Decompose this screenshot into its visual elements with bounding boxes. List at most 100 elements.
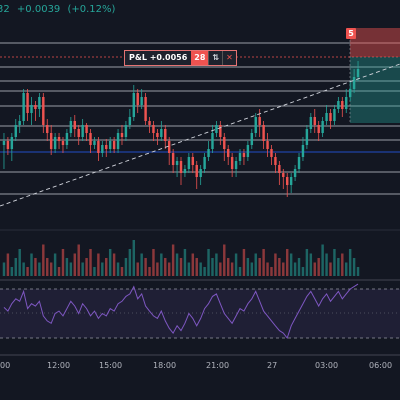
- volume-bar: [345, 262, 348, 276]
- volume-bar: [270, 267, 273, 276]
- candle-body: [219, 125, 222, 137]
- candle-body: [309, 117, 313, 129]
- candle-body: [242, 153, 246, 157]
- reverse-arrows-icon[interactable]: ⇅: [208, 51, 222, 65]
- candle-body: [183, 169, 187, 173]
- volume-bar: [136, 262, 139, 276]
- volume-bar: [286, 249, 289, 276]
- candle-body: [305, 129, 309, 145]
- volume-bar: [65, 258, 69, 276]
- time-label: 06:00: [369, 361, 393, 370]
- volume-bar: [22, 262, 25, 276]
- candle-body: [352, 77, 356, 89]
- volume-bar: [226, 258, 230, 276]
- volume-bar: [30, 253, 33, 276]
- volume-bar: [46, 258, 49, 276]
- candle-body: [297, 157, 301, 169]
- volume-bar: [69, 262, 73, 276]
- close-icon[interactable]: ✕: [222, 51, 236, 65]
- volume-bar: [301, 267, 305, 276]
- candle-body: [238, 153, 242, 161]
- candle-body: [18, 121, 21, 125]
- volume-bar: [246, 258, 250, 276]
- candle-body: [53, 137, 57, 149]
- volume-bar: [148, 267, 151, 276]
- volume-bar: [195, 258, 198, 276]
- volume-bar: [348, 249, 352, 276]
- volume-bar: [152, 249, 155, 276]
- candle-body: [293, 169, 297, 177]
- volume-bar: [337, 258, 340, 276]
- candle-body: [81, 125, 84, 137]
- volume-bar: [81, 262, 84, 276]
- position-label[interactable]: P&L +0.0056 28 ⇅ ✕: [124, 50, 237, 66]
- volume-bar: [191, 253, 195, 276]
- volume-bar: [120, 267, 124, 276]
- candle-body: [345, 97, 348, 109]
- volume-bar: [38, 262, 41, 276]
- candle-body: [160, 129, 163, 137]
- candle-body: [254, 117, 257, 133]
- volume-bar: [132, 240, 136, 276]
- candle-body: [262, 125, 265, 141]
- candle-body: [132, 93, 136, 117]
- order-count-badge[interactable]: 5: [346, 28, 356, 39]
- candle-body: [49, 133, 53, 149]
- candle-body: [337, 101, 340, 109]
- candle-body: [289, 177, 293, 185]
- trend-line[interactable]: [0, 63, 400, 207]
- volume-bar: [199, 262, 202, 276]
- candle-body: [77, 129, 80, 137]
- candle-body: [250, 133, 254, 145]
- last-price: 32: [0, 4, 10, 15]
- volume-bar: [278, 258, 281, 276]
- volume-bar: [266, 262, 269, 276]
- stop-loss-zone[interactable]: [350, 28, 400, 57]
- volume-bar: [211, 258, 214, 276]
- time-label: 15:00: [99, 361, 123, 370]
- candle-body: [14, 125, 17, 137]
- candle-body: [179, 161, 183, 173]
- volume-bar: [325, 253, 328, 276]
- candle-body: [348, 89, 352, 97]
- candle-body: [175, 161, 179, 165]
- pnl-value: P&L +0.0056: [129, 53, 188, 62]
- candle-body: [65, 133, 69, 145]
- candle-body: [34, 105, 37, 109]
- volume-bar: [105, 258, 108, 276]
- candle-body: [226, 149, 230, 157]
- candle-body: [38, 97, 41, 109]
- volume-bar: [250, 262, 254, 276]
- candle-body: [69, 121, 73, 133]
- volume-bar: [282, 262, 285, 276]
- candle-body: [73, 121, 76, 129]
- volume-bar: [215, 253, 218, 276]
- candle-body: [42, 97, 45, 125]
- volume-bar: [187, 262, 191, 276]
- candle-body: [164, 129, 167, 141]
- volume-bar: [128, 249, 132, 276]
- volume-bar: [356, 267, 360, 276]
- time-axis[interactable]: 00 12:00 15:00 18:00 21:00 27 03:00 06:0…: [0, 356, 400, 376]
- volume-bar: [101, 262, 104, 276]
- candle-body: [10, 137, 14, 149]
- candle-body: [61, 141, 65, 145]
- volume-bar: [18, 249, 21, 276]
- volume-bar: [179, 258, 183, 276]
- candle-body: [89, 133, 92, 145]
- time-label: 21:00: [206, 361, 230, 370]
- time-label: 03:00: [315, 361, 339, 370]
- candle-body: [105, 145, 108, 149]
- candle-body: [2, 141, 6, 145]
- candle-body: [30, 105, 33, 113]
- volume-bar: [258, 258, 261, 276]
- candle-body: [329, 113, 332, 121]
- volume-bar: [297, 258, 301, 276]
- candle-body: [341, 101, 344, 109]
- volume-bar: [223, 244, 226, 276]
- candle-body: [57, 137, 61, 141]
- candle-body: [333, 109, 336, 121]
- candle-body: [317, 125, 320, 133]
- candle-body: [171, 153, 175, 165]
